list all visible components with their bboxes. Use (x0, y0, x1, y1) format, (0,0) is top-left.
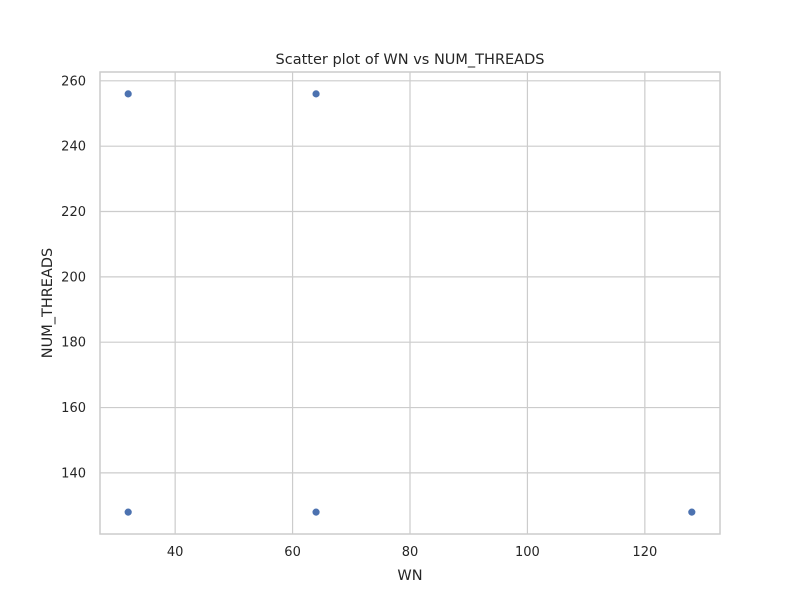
data-point (311, 89, 321, 99)
x-tick-label: 60 (284, 545, 301, 560)
x-tick-label: 120 (632, 545, 657, 560)
y-tick-label: 200 (61, 270, 86, 285)
x-axis-label: WN (397, 568, 422, 584)
plot-frame (99, 71, 721, 535)
tick-labels: 40 60 80 100 120 140 160 180 200 220 240 260 (61, 74, 657, 560)
data-point (123, 89, 133, 99)
y-tick-label: 260 (61, 74, 86, 89)
data-points (123, 89, 697, 517)
x-tick-label: 100 (515, 545, 540, 560)
data-point (311, 507, 321, 517)
grid-lines (100, 72, 720, 534)
y-tick-label: 240 (61, 140, 86, 155)
x-tick-label: 80 (402, 545, 419, 560)
y-axis-label: NUM_THREADS (40, 248, 56, 359)
y-tick-label: 140 (61, 466, 86, 481)
y-tick-label: 160 (61, 401, 86, 416)
y-tick-label: 180 (61, 336, 86, 351)
y-tick-label: 220 (61, 205, 86, 220)
x-tick-label: 40 (167, 545, 184, 560)
data-point (123, 507, 133, 517)
chart-title: Scatter plot of WN vs NUM_THREADS (276, 52, 545, 68)
data-point (687, 507, 697, 517)
